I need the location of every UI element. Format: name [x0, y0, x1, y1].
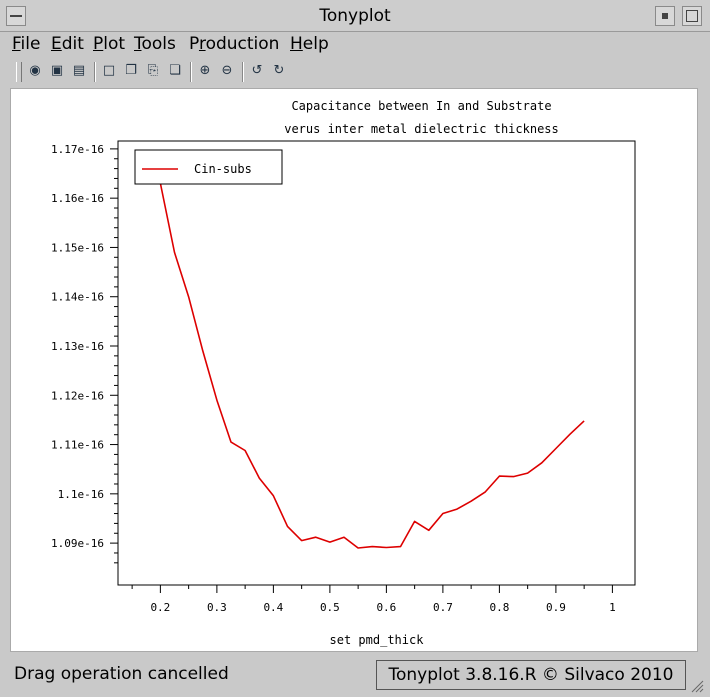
- y-tick-label: 1.16e-16: [51, 192, 104, 205]
- y-tick-label: 1.17e-16: [51, 143, 104, 156]
- toolbar-separator: [94, 62, 96, 82]
- undo-zoom-icon[interactable]: ↺: [251, 63, 263, 78]
- toolbar-separator: [242, 62, 244, 82]
- series-line-cin-subs[interactable]: [159, 183, 585, 549]
- minimize-button[interactable]: [655, 6, 675, 26]
- copy-icon[interactable]: ❐: [125, 63, 137, 78]
- x-tick-label: 0.5: [320, 601, 340, 614]
- plot-frame: [117, 140, 636, 586]
- y-tick-label: 1.09e-16: [51, 537, 104, 550]
- select-icon[interactable]: □: [102, 63, 116, 78]
- legend-box: [134, 149, 283, 185]
- minimize-icon: [662, 13, 668, 19]
- legend-label-cin-subs: Cin-subs: [194, 162, 252, 176]
- zoom-in-icon[interactable]: ⊕: [199, 63, 211, 78]
- x-tick-label: 0.8: [489, 601, 509, 614]
- y-tick-label: 1.15e-16: [51, 241, 104, 254]
- x-tick-label: 0.4: [263, 601, 283, 614]
- menu-bar: File Edit Plot Tools Production Help: [0, 32, 710, 58]
- x-tick-label: 0.9: [546, 601, 566, 614]
- y-tick-label: 1.11e-16: [51, 439, 104, 452]
- x-tick-label: 1: [609, 601, 616, 614]
- maximize-icon: [686, 10, 698, 22]
- y-tick-label: 1.12e-16: [51, 389, 104, 402]
- paste-icon[interactable]: ⎘: [147, 63, 159, 78]
- version-label: Tonyplot 3.8.16.R © Silvaco 2010: [376, 660, 686, 690]
- window-menu-button[interactable]: [6, 6, 26, 26]
- chart-title-line-2: verus inter metal dielectric thickness: [284, 122, 559, 136]
- status-bar: Drag operation cancelled Tonyplot 3.8.16…: [0, 656, 710, 696]
- x-tick-label: 0.3: [207, 601, 227, 614]
- status-message: Drag operation cancelled: [14, 664, 229, 684]
- menu-edit[interactable]: Edit: [51, 34, 84, 54]
- x-tick-label: 0.6: [376, 601, 396, 614]
- menu-file[interactable]: File: [12, 34, 41, 54]
- menu-production[interactable]: Production: [189, 34, 280, 54]
- maximize-button[interactable]: [682, 6, 702, 26]
- menu-tools[interactable]: Tools: [134, 34, 176, 54]
- resize-grip-icon[interactable]: [690, 678, 704, 693]
- plot-canvas[interactable]: Capacitance between In and Substrate veru…: [10, 88, 698, 652]
- y-tick-label: 1.14e-16: [51, 291, 104, 304]
- y-tick-label: 1.1e-16: [58, 488, 104, 501]
- zoom-out-icon[interactable]: ⊖: [221, 63, 233, 78]
- menu-plot[interactable]: Plot: [93, 34, 126, 54]
- x-tick-label: 0.2: [150, 601, 170, 614]
- print-icon[interactable]: ▤: [72, 63, 86, 78]
- toolbar: ◉ ▣ ▤ □ ❐ ⎘ ❏ ⊕ ⊖ ↺ ↻: [12, 60, 302, 84]
- open-icon[interactable]: ◉: [29, 63, 41, 78]
- capacitance-chart[interactable]: Capacitance between In and Substrate veru…: [11, 89, 697, 651]
- toolbar-separator: [190, 62, 192, 82]
- redo-zoom-icon[interactable]: ↻: [273, 63, 285, 78]
- window-title: Tonyplot: [319, 6, 391, 26]
- duplicate-icon[interactable]: ❏: [169, 63, 181, 78]
- x-axis-label: set pmd_thick: [330, 633, 425, 647]
- chart-title-line-1: Capacitance between In and Substrate: [291, 99, 551, 113]
- menu-help[interactable]: Help: [290, 34, 329, 54]
- x-tick-label: 0.7: [433, 601, 453, 614]
- y-tick-label: 1.13e-16: [51, 340, 104, 353]
- toolbar-grip[interactable]: [16, 62, 22, 82]
- title-bar: Tonyplot: [0, 0, 710, 32]
- import-icon[interactable]: ▣: [50, 63, 64, 78]
